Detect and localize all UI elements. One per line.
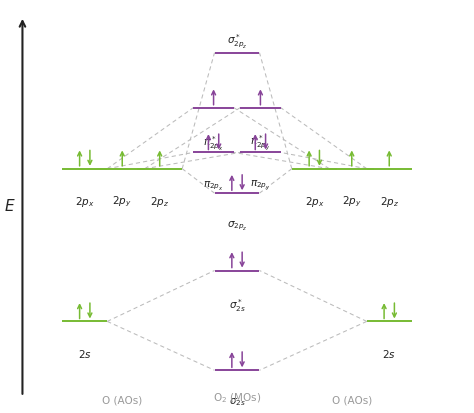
Text: $\pi^*_{2p_y}$: $\pi^*_{2p_y}$ <box>250 133 271 152</box>
Text: O (AOs): O (AOs) <box>332 394 372 404</box>
Text: $\sigma^*_{2p_z}$: $\sigma^*_{2p_z}$ <box>227 32 247 50</box>
Text: $2p_z$: $2p_z$ <box>150 195 169 209</box>
Text: $\sigma^*_{2s}$: $\sigma^*_{2s}$ <box>228 296 246 313</box>
Text: $\pi_{2p_y}$: $\pi_{2p_y}$ <box>250 178 271 192</box>
Text: $2s$: $2s$ <box>78 347 91 359</box>
Text: $E$: $E$ <box>4 198 16 214</box>
Text: $2p_x$: $2p_x$ <box>304 195 324 209</box>
Text: $2p_x$: $2p_x$ <box>75 195 94 209</box>
Text: $\pi^*_{2p_x}$: $\pi^*_{2p_x}$ <box>203 133 224 152</box>
Text: O$_2$ (MOs): O$_2$ (MOs) <box>213 391 261 404</box>
Text: $\sigma_{2s}$: $\sigma_{2s}$ <box>228 396 246 407</box>
Text: $2s$: $2s$ <box>383 347 396 359</box>
Text: $2p_z$: $2p_z$ <box>380 195 399 209</box>
Text: O (AOs): O (AOs) <box>102 394 142 404</box>
Text: $2p_y$: $2p_y$ <box>342 195 362 209</box>
Text: $2p_y$: $2p_y$ <box>112 195 132 209</box>
Text: $\sigma_{2p_z}$: $\sigma_{2p_z}$ <box>227 219 247 232</box>
Text: $\pi_{2p_x}$: $\pi_{2p_x}$ <box>203 178 224 191</box>
